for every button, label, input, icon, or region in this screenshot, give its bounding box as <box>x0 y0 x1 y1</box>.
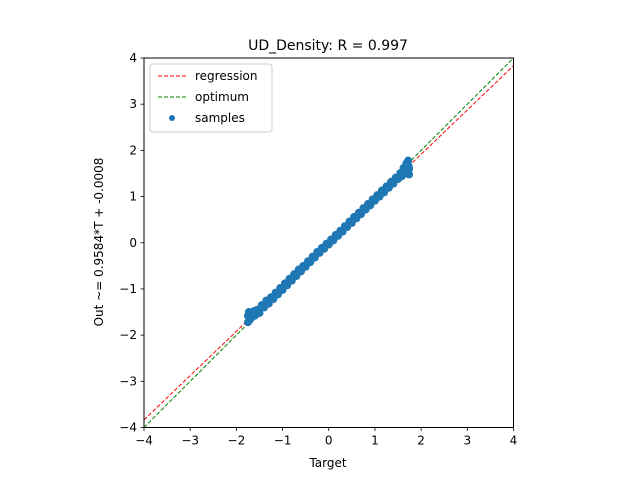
sample-point <box>405 170 414 179</box>
legend-label-optimum: optimum <box>195 90 249 104</box>
sample-point <box>255 308 264 317</box>
y-tick-label: −1 <box>119 282 137 296</box>
legend-label-regression: regression <box>195 69 258 83</box>
y-tick-label: 3 <box>129 97 137 111</box>
points-layer <box>243 156 414 327</box>
x-tick-label: 0 <box>325 434 333 448</box>
x-tick-label: −2 <box>228 434 246 448</box>
x-tick-label: −1 <box>274 434 292 448</box>
y-tick-label: 2 <box>129 143 137 157</box>
x-axis-label: Target <box>308 456 346 470</box>
y-tick-label: 1 <box>129 190 137 204</box>
sample-point <box>404 162 413 171</box>
y-tick-label: −2 <box>119 328 137 342</box>
plot-clip-region <box>144 58 514 428</box>
y-tick-label: −4 <box>119 421 137 435</box>
x-tick-label: 1 <box>371 434 379 448</box>
x-tick-label: 2 <box>417 434 425 448</box>
x-tick-label: −3 <box>181 434 199 448</box>
legend-swatch-samples <box>169 115 175 121</box>
y-tick-label: −3 <box>119 374 137 388</box>
y-axis-ticks: −4 −3 −2 −1 0 1 2 3 4 <box>119 51 144 435</box>
y-tick-label: 4 <box>129 51 137 65</box>
y-tick-label: 0 <box>129 236 137 250</box>
legend-box <box>149 63 273 133</box>
x-tick-label: 4 <box>510 434 518 448</box>
chart-title: UD_Density: R = 0.997 <box>248 38 408 54</box>
y-axis-label: Out ~= 0.9584*T + -0.0008 <box>92 158 106 327</box>
x-axis-ticks: −4 −3 −2 −1 0 1 2 3 4 <box>135 427 518 448</box>
legend: regression optimum samples <box>149 63 273 133</box>
x-tick-label: −4 <box>135 434 153 448</box>
legend-label-samples: samples <box>195 111 245 125</box>
x-tick-label: 3 <box>463 434 471 448</box>
